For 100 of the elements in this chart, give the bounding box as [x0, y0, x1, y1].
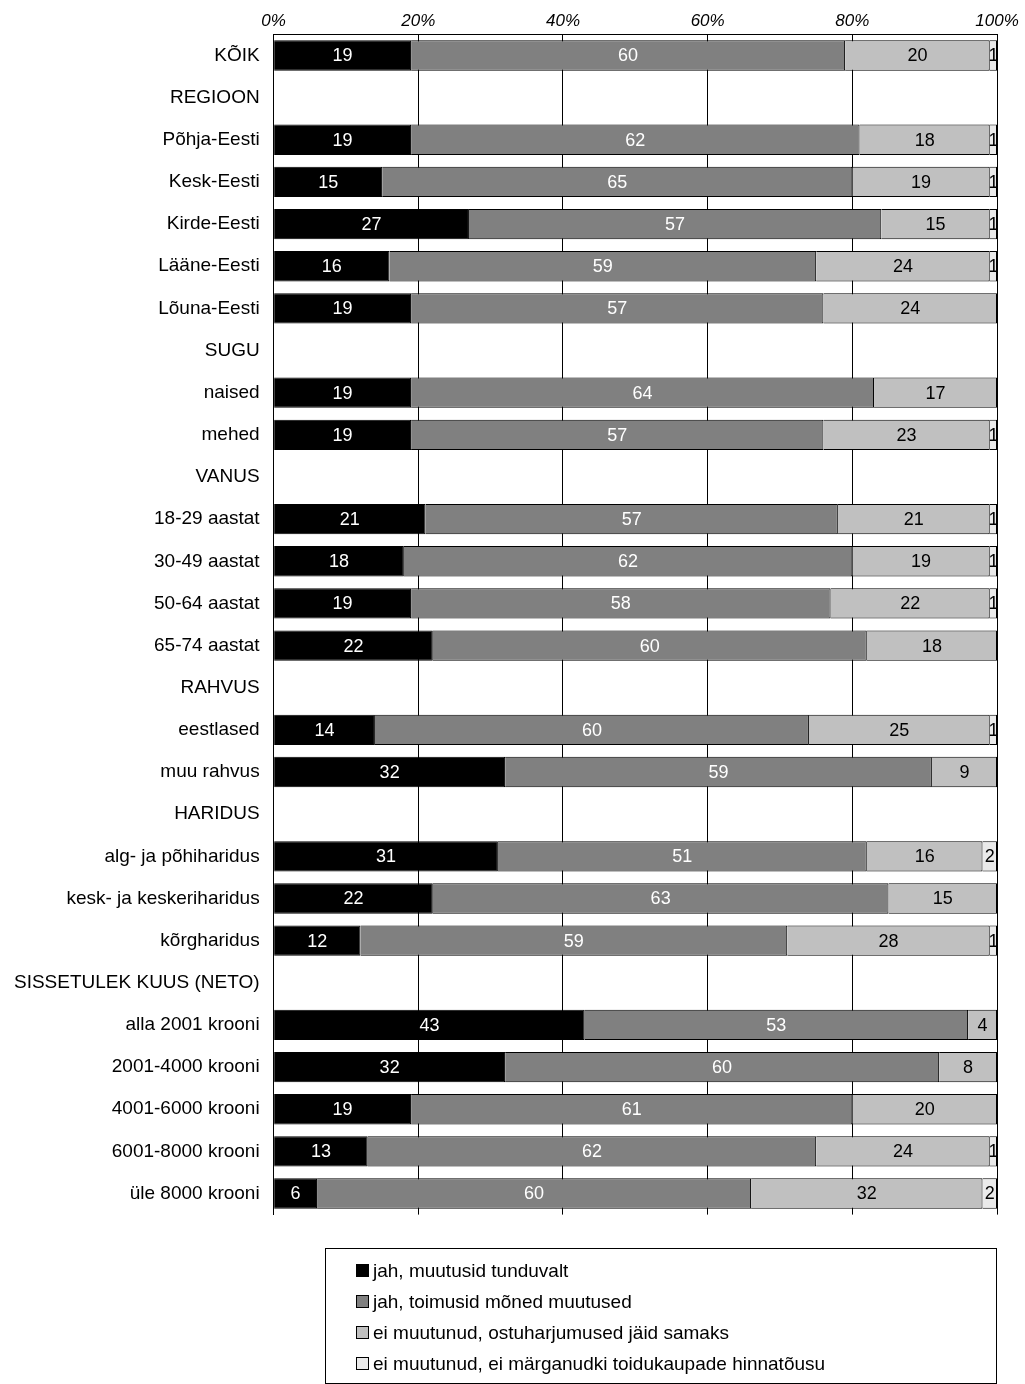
y-tick-label: SISSETULEK KUUS (NETO)	[13, 971, 260, 993]
data-label: 20	[907, 45, 928, 66]
y-tick-label: HARIDUS	[174, 802, 260, 824]
x-tick-label: 40%	[545, 10, 580, 30]
data-label: 19	[332, 1099, 353, 1120]
data-label: 32	[379, 1057, 400, 1078]
data-label: 16	[914, 846, 935, 867]
data-label: 62	[618, 551, 639, 572]
legend-label: ei muutunud, ei märganudki toidukaupade hinnatõusu	[373, 1352, 826, 1375]
data-label: 63	[650, 888, 671, 909]
data-label: 18	[921, 635, 942, 656]
data-label: 8	[963, 1057, 974, 1078]
data-label: 25	[889, 719, 910, 740]
data-label: 57	[607, 298, 628, 319]
data-label: 28	[878, 930, 899, 951]
bar	[274, 293, 412, 324]
data-label: 19	[332, 129, 353, 150]
legend-label: ei muutunud, ostuharjumused jäid samaks	[373, 1321, 729, 1344]
data-label: 31	[376, 846, 397, 867]
data-label: 24	[900, 298, 921, 319]
data-label: 24	[892, 256, 913, 277]
data-label: 16	[321, 256, 342, 277]
y-tick-label: eestlased	[178, 718, 260, 740]
y-tick-label: 65-74 aastat	[154, 633, 261, 655]
data-label: 19	[332, 298, 353, 319]
y-tick-label: 6001-8000 krooni	[111, 1139, 260, 1161]
data-label: 57	[665, 214, 686, 235]
data-label: 59	[708, 761, 729, 782]
data-label: 18	[328, 551, 350, 572]
data-label: 21	[339, 509, 360, 530]
data-label: 57	[621, 509, 642, 530]
data-label: 18	[914, 129, 935, 150]
x-tick-label: 100%	[975, 10, 1019, 30]
x-tick-label: 80%	[835, 10, 870, 30]
y-tick-label: Lääne-Eesti	[158, 254, 260, 276]
data-label: 21	[903, 509, 924, 530]
data-label: 2	[984, 1183, 995, 1204]
data-label: 51	[672, 846, 693, 867]
y-tick-label: 50-64 aastat	[154, 591, 261, 613]
data-label: 53	[766, 1014, 787, 1035]
data-label: 19	[332, 45, 353, 66]
y-tick-label: Kirde-Eesti	[166, 212, 260, 234]
data-label: 43	[419, 1014, 440, 1035]
data-label: 4	[977, 1014, 988, 1035]
y-tick-label: kesk- ja keskeriharidus	[66, 886, 260, 908]
data-label: 19	[332, 593, 353, 614]
bar	[274, 925, 361, 956]
y-tick-label: Lõuna-Eesti	[158, 296, 260, 318]
x-tick-label: 0%	[261, 10, 286, 30]
data-label: 62	[625, 129, 646, 150]
data-label: 65	[607, 171, 628, 192]
y-tick-label: 18-29 aastat	[154, 507, 261, 529]
data-label: 19	[911, 551, 932, 572]
data-label: 59	[592, 256, 613, 277]
y-tick-label: KÕIK	[214, 43, 260, 65]
data-label: 17	[925, 382, 946, 403]
y-tick-label: alla 2001 krooni	[125, 1013, 260, 1035]
data-label: 22	[343, 888, 364, 909]
data-label: 19	[332, 424, 353, 445]
data-label: 6	[290, 1183, 301, 1204]
y-tick-label: RAHVUS	[180, 675, 260, 697]
y-tick-label: kõrgharidus	[160, 928, 260, 950]
data-label: 60	[639, 635, 660, 656]
y-tick-label: naised	[203, 380, 260, 402]
data-label: 13	[310, 1141, 331, 1162]
data-label: 2	[984, 846, 995, 867]
data-label: 60	[524, 1183, 545, 1204]
x-tick-label: 60%	[690, 10, 725, 30]
y-tick-label: alg- ja põhiharidus	[104, 844, 260, 866]
y-tick-label: VANUS	[195, 465, 260, 487]
data-label: 61	[621, 1099, 642, 1120]
y-tick-label: SUGU	[204, 338, 260, 360]
data-label: 60	[712, 1057, 733, 1078]
y-tick-label: REGIOON	[169, 85, 260, 107]
bar	[274, 40, 412, 71]
y-tick-label: muu rahvus	[160, 760, 260, 782]
data-label: 59	[563, 930, 584, 951]
data-label: 60	[581, 719, 602, 740]
data-label: 27	[361, 214, 382, 235]
legend-label: jah, muutusid tunduvalt	[373, 1259, 569, 1282]
data-label: 62	[581, 1141, 602, 1162]
data-label: 19	[911, 171, 932, 192]
data-label: 12	[307, 930, 328, 951]
data-label: 22	[343, 635, 364, 656]
y-tick-label: 30-49 aastat	[154, 549, 261, 571]
data-label: 64	[632, 382, 653, 403]
y-tick-label: mehed	[201, 423, 260, 445]
legend-label: jah, toimusid mõned muutused	[373, 1290, 632, 1313]
data-label: 15	[932, 888, 953, 909]
y-tick-label: 2001-4000 krooni	[111, 1055, 260, 1077]
y-tick-label: Põhja-Eesti	[162, 128, 260, 150]
data-label: 14	[314, 719, 335, 740]
data-label: 22	[900, 593, 921, 614]
y-tick-label: Kesk-Eesti	[168, 170, 260, 192]
data-label: 9	[959, 761, 970, 782]
bar	[274, 1178, 318, 1209]
y-tick-label: üle 8000 krooni	[129, 1181, 260, 1203]
data-label: 24	[892, 1141, 913, 1162]
y-tick-label: 4001-6000 krooni	[111, 1097, 260, 1119]
data-label: 23	[896, 424, 917, 445]
